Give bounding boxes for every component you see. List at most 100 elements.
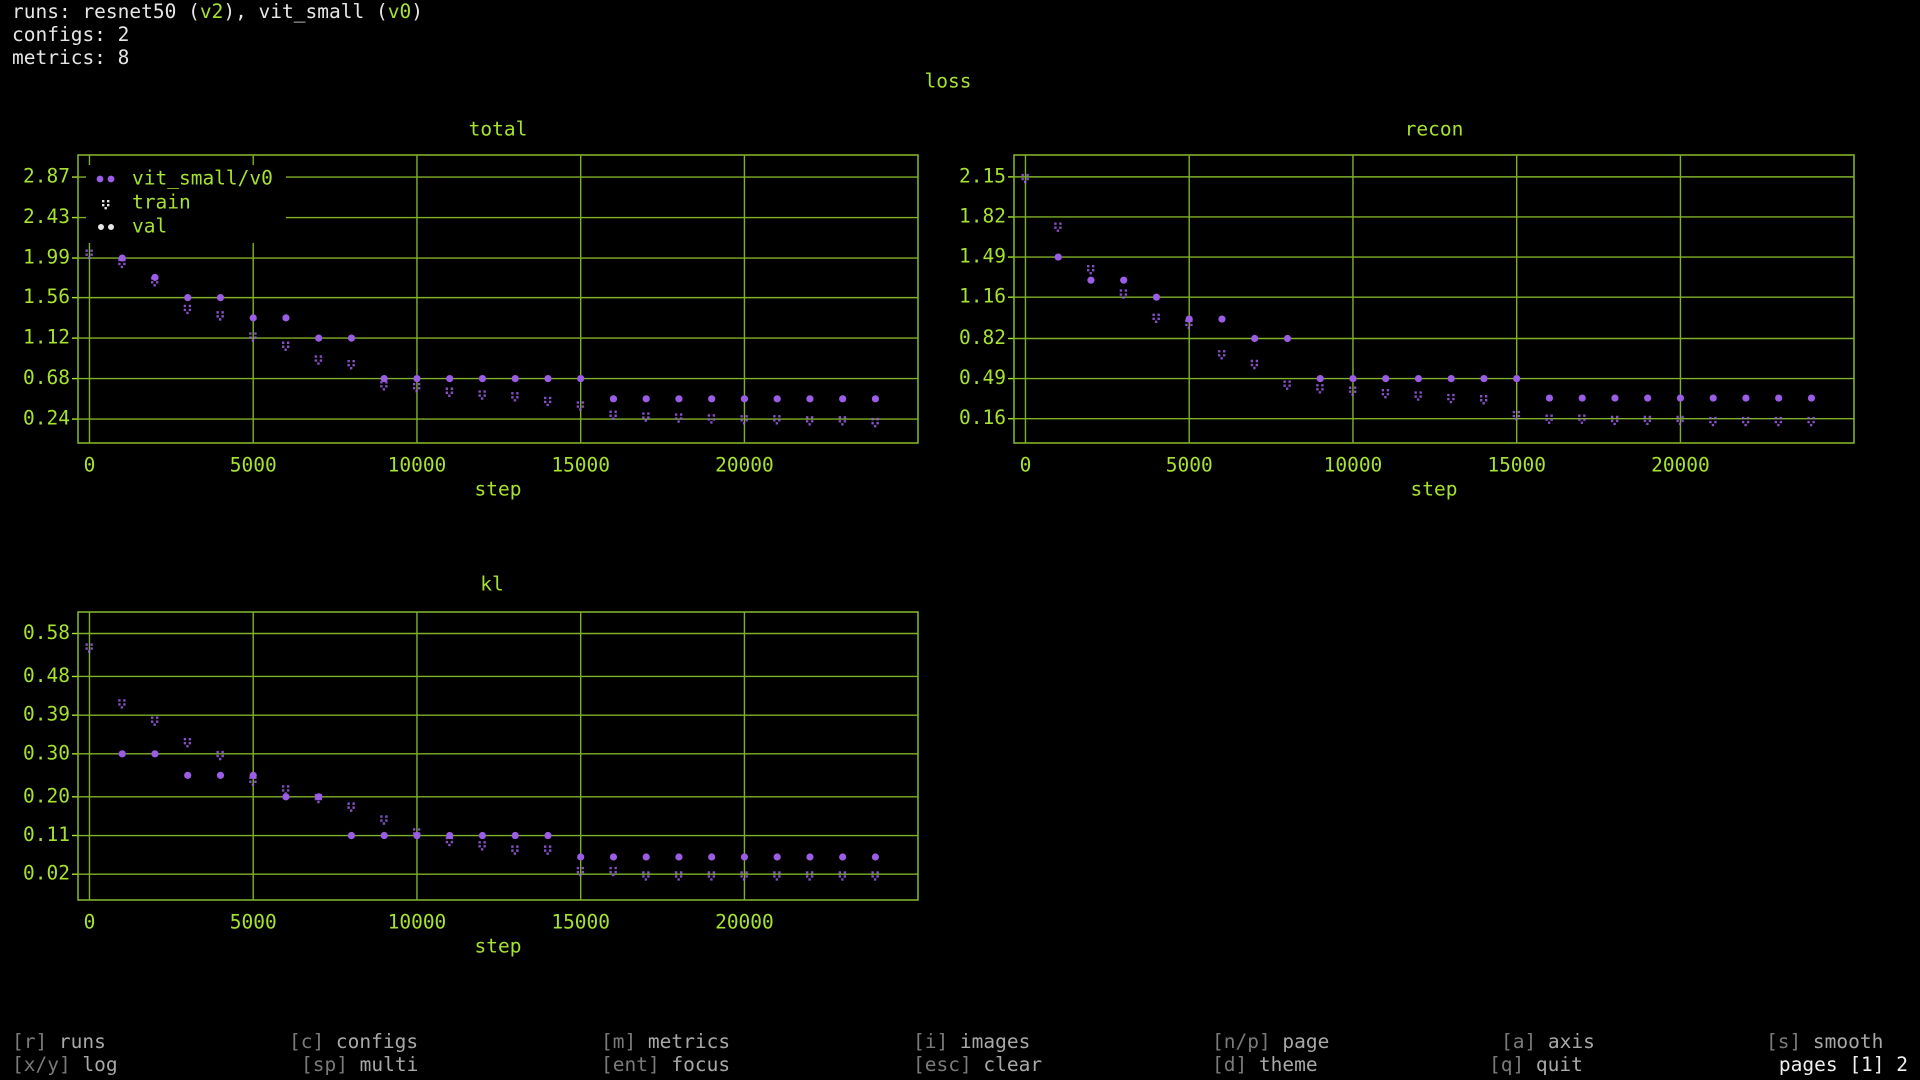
train-point [773,415,781,425]
val-point [184,294,192,302]
key-action: theme [1259,1053,1318,1076]
runs-text: ), vit_small ( [223,0,387,23]
key-hint: [s] smooth [1766,1030,1883,1053]
key-action: quit [1536,1053,1583,1076]
key-action: clear [983,1053,1042,1076]
val-point [1611,394,1619,402]
y-tick-label: 0.24 [23,407,70,430]
legend-entry: val [132,215,167,238]
key-hint: [x/y] log [12,1053,118,1076]
train-point [150,716,159,726]
train-point [871,871,879,881]
val-point [1382,374,1390,383]
val-point [216,771,225,779]
pages-label: pages [1779,1053,1838,1076]
key: [a] [1501,1030,1536,1053]
val-point [1644,394,1652,402]
y-tick-label: 0.48 [23,664,70,687]
key: [ent] [601,1053,660,1076]
legend-title: vit_small/v0 [132,167,273,190]
val-point [118,750,126,758]
val-point [1251,334,1259,343]
x-tick-label: 15000 [1487,454,1546,477]
train-point [1119,289,1128,299]
train-point [511,845,519,855]
val-point [249,771,257,779]
train-point [1316,384,1324,394]
key: [m] [601,1030,636,1053]
val-point [478,374,487,383]
configs-label: configs: [12,23,106,46]
plot-frame [77,611,919,901]
runs-line: runs: resnet50 (v2), vit_small (v0) [12,0,423,23]
train-point [543,396,552,407]
x-tick-label: 5000 [230,911,277,934]
key: [x/y] [12,1053,71,1076]
train-point [249,332,257,342]
val-point [151,750,159,758]
key-action: smooth [1813,1030,1883,1053]
val-point [839,853,847,861]
key-hint: [ent] focus [601,1053,730,1076]
x-tick-label: 15000 [551,911,610,934]
val-point [544,831,552,840]
legend-box [86,165,286,243]
key-action: images [960,1030,1030,1053]
total-pages: 2 [1896,1053,1908,1076]
key: [c] [289,1030,324,1053]
key-hint: [i] images [913,1030,1030,1053]
val-point [773,395,781,403]
y-tick-label: 1.99 [23,246,70,269]
key: [s] [1766,1030,1801,1053]
train-point [412,828,421,838]
train-point [1676,415,1684,426]
x-tick-label: 0 [1020,454,1032,477]
val-point [806,853,814,861]
val-point [151,273,159,281]
val-point [740,853,749,861]
val-point [315,334,323,342]
train-point [249,776,257,787]
key: [d] [1212,1053,1247,1076]
val-point [1316,374,1324,383]
plot-frame [1013,154,1855,444]
chart: recon 0 5000 10000 15000 20000 2.15 1.82 1.49 1.1… [959,118,1855,501]
key-hint: [r] runs [12,1030,106,1053]
train-point [85,643,93,653]
val-point [1152,293,1161,301]
train-point [380,381,388,391]
legend-swatch [102,200,110,210]
train-point [1152,313,1160,324]
train-point [1512,410,1521,421]
train-point [1479,395,1488,405]
plot-frame [77,154,919,444]
train-point [1447,393,1455,404]
val-point [806,395,814,403]
train-point [576,401,585,411]
val-point [446,831,454,840]
key-action: configs [336,1030,418,1053]
train-point [281,341,290,351]
train-point [1250,359,1259,370]
train-point [1774,416,1783,427]
configs-line: configs: 2 [12,23,129,46]
y-tick-label: 0.49 [959,366,1006,389]
train-point [543,845,552,855]
train-point [478,390,486,400]
train-point [1283,380,1291,390]
val-point [347,831,356,840]
train-point [183,737,192,748]
train-point [609,410,617,420]
train-point [642,412,650,422]
y-tick-label: 0.82 [959,326,1006,349]
x-tick-label: 20000 [715,911,774,934]
x-tick-label: 10000 [388,454,447,477]
val-point [1120,276,1128,284]
y-tick-label: 0.02 [23,862,70,885]
key: [n/p] [1212,1030,1271,1053]
key-hint: [d] theme [1212,1053,1318,1076]
y-tick-label: 1.49 [959,245,1006,268]
key-hint: [n/p] page [1212,1030,1329,1053]
y-tick-label: 1.56 [23,285,70,308]
